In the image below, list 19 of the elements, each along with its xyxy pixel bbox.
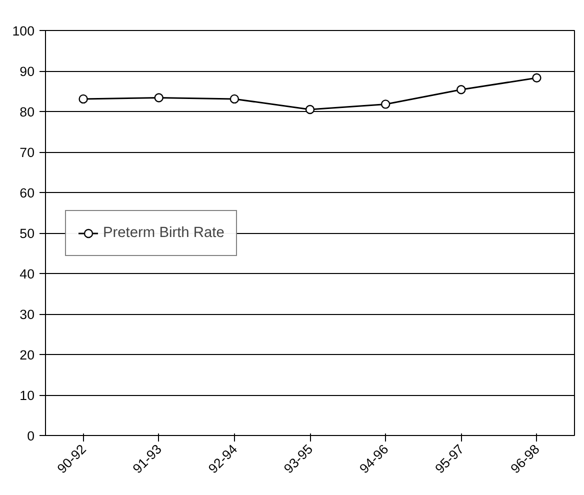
y-tick-label: 30: [20, 307, 35, 322]
y-tick-label: 100: [12, 24, 35, 38]
y-tick-label: 90: [20, 64, 35, 79]
legend-label: Preterm Birth Rate: [103, 224, 224, 240]
y-tick-label: 50: [20, 226, 35, 241]
point: [230, 94, 240, 104]
point: [154, 93, 164, 102]
point: [305, 104, 315, 114]
y-tick-label: 40: [20, 266, 35, 282]
y-tick-label: 70: [20, 145, 35, 160]
y-tick-label: 60: [20, 186, 35, 200]
point: [532, 73, 542, 82]
point: [78, 94, 88, 104]
y-tick-label: 20: [20, 348, 35, 362]
y-tick-label: 10: [20, 388, 35, 403]
point: [380, 100, 390, 109]
y-tick-label: 0: [27, 428, 35, 444]
point: [456, 85, 466, 94]
y-tick-label: 80: [20, 104, 35, 120]
